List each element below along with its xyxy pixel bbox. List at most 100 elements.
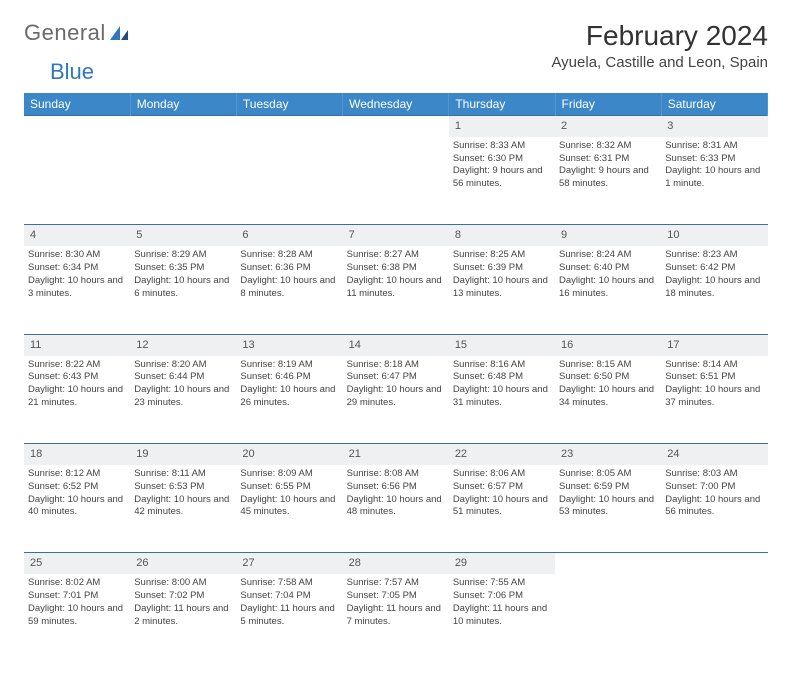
daylight-line: Daylight: 10 hours and 16 minutes.	[559, 275, 657, 301]
sunset-line: Sunset: 6:39 PM	[453, 262, 551, 275]
sunrise-line: Sunrise: 8:22 AM	[28, 359, 126, 372]
daylight-line: Daylight: 10 hours and 26 minutes.	[240, 384, 338, 410]
day-number-cell: 17	[661, 334, 767, 355]
detail-row: Sunrise: 8:12 AMSunset: 6:52 PMDaylight:…	[24, 465, 768, 553]
sunset-line: Sunset: 7:04 PM	[240, 590, 338, 603]
day-detail-cell: Sunrise: 7:58 AMSunset: 7:04 PMDaylight:…	[236, 574, 342, 662]
day-number-cell: 28	[343, 553, 449, 574]
sunset-line: Sunset: 6:40 PM	[559, 262, 657, 275]
day-detail-cell: Sunrise: 7:57 AMSunset: 7:05 PMDaylight:…	[343, 574, 449, 662]
daylight-line: Daylight: 10 hours and 21 minutes.	[28, 384, 126, 410]
day-number-cell	[555, 553, 661, 574]
daylight-line: Daylight: 11 hours and 7 minutes.	[347, 603, 445, 629]
day-number-cell: 11	[24, 334, 130, 355]
logo-text-blue: Blue	[50, 59, 94, 84]
sunrise-line: Sunrise: 8:23 AM	[665, 249, 763, 262]
sunset-line: Sunset: 6:57 PM	[453, 481, 551, 494]
calendar-body: 123 Sunrise: 8:33 AMSunset: 6:30 PMDayli…	[24, 116, 768, 663]
sail-icon	[108, 24, 130, 42]
calendar-table: SundayMondayTuesdayWednesdayThursdayFrid…	[24, 93, 768, 662]
day-detail-cell: Sunrise: 8:27 AMSunset: 6:38 PMDaylight:…	[343, 246, 449, 334]
daylight-line: Daylight: 10 hours and 51 minutes.	[453, 494, 551, 520]
day-detail-cell	[343, 137, 449, 225]
sunset-line: Sunset: 7:06 PM	[453, 590, 551, 603]
sunrise-line: Sunrise: 8:09 AM	[240, 468, 338, 481]
sunrise-line: Sunrise: 8:08 AM	[347, 468, 445, 481]
sunrise-line: Sunrise: 8:19 AM	[240, 359, 338, 372]
day-number-cell: 10	[661, 225, 767, 246]
daylight-line: Daylight: 10 hours and 31 minutes.	[453, 384, 551, 410]
daynum-row: 123	[24, 116, 768, 137]
day-detail-cell	[236, 137, 342, 225]
day-detail-cell: Sunrise: 8:31 AMSunset: 6:33 PMDaylight:…	[661, 137, 767, 225]
day-detail-cell	[130, 137, 236, 225]
day-detail-cell: Sunrise: 8:19 AMSunset: 6:46 PMDaylight:…	[236, 356, 342, 444]
day-number-cell	[130, 116, 236, 137]
day-detail-cell: Sunrise: 8:06 AMSunset: 6:57 PMDaylight:…	[449, 465, 555, 553]
day-number-cell	[343, 116, 449, 137]
day-detail-cell: Sunrise: 8:29 AMSunset: 6:35 PMDaylight:…	[130, 246, 236, 334]
day-number-cell: 25	[24, 553, 130, 574]
sunrise-line: Sunrise: 8:29 AM	[134, 249, 232, 262]
sunset-line: Sunset: 6:48 PM	[453, 371, 551, 384]
sunset-line: Sunset: 6:42 PM	[665, 262, 763, 275]
day-number-cell: 6	[236, 225, 342, 246]
day-header-monday: Monday	[130, 93, 236, 116]
sunrise-line: Sunrise: 8:00 AM	[134, 577, 232, 590]
day-detail-cell: Sunrise: 8:00 AMSunset: 7:02 PMDaylight:…	[130, 574, 236, 662]
daylight-line: Daylight: 10 hours and 42 minutes.	[134, 494, 232, 520]
sunrise-line: Sunrise: 8:20 AM	[134, 359, 232, 372]
daylight-line: Daylight: 10 hours and 59 minutes.	[28, 603, 126, 629]
day-detail-cell: Sunrise: 8:18 AMSunset: 6:47 PMDaylight:…	[343, 356, 449, 444]
daylight-line: Daylight: 10 hours and 40 minutes.	[28, 494, 126, 520]
sunset-line: Sunset: 6:47 PM	[347, 371, 445, 384]
location-text: Ayuela, Castille and Leon, Spain	[551, 54, 768, 71]
sunrise-line: Sunrise: 8:15 AM	[559, 359, 657, 372]
day-number-cell: 2	[555, 116, 661, 137]
detail-row: Sunrise: 8:22 AMSunset: 6:43 PMDaylight:…	[24, 356, 768, 444]
day-header-thursday: Thursday	[449, 93, 555, 116]
day-detail-cell: Sunrise: 8:12 AMSunset: 6:52 PMDaylight:…	[24, 465, 130, 553]
sunrise-line: Sunrise: 8:12 AM	[28, 468, 126, 481]
day-number-cell: 24	[661, 444, 767, 465]
day-detail-cell	[661, 574, 767, 662]
day-header-row: SundayMondayTuesdayWednesdayThursdayFrid…	[24, 93, 768, 116]
day-number-cell: 3	[661, 116, 767, 137]
day-detail-cell: Sunrise: 8:28 AMSunset: 6:36 PMDaylight:…	[236, 246, 342, 334]
sunrise-line: Sunrise: 7:55 AM	[453, 577, 551, 590]
sunrise-line: Sunrise: 8:02 AM	[28, 577, 126, 590]
sunset-line: Sunset: 6:31 PM	[559, 153, 657, 166]
day-number-cell: 18	[24, 444, 130, 465]
sunset-line: Sunset: 6:50 PM	[559, 371, 657, 384]
day-detail-cell: Sunrise: 7:55 AMSunset: 7:06 PMDaylight:…	[449, 574, 555, 662]
daylight-line: Daylight: 10 hours and 8 minutes.	[240, 275, 338, 301]
sunset-line: Sunset: 7:00 PM	[665, 481, 763, 494]
day-detail-cell: Sunrise: 8:32 AMSunset: 6:31 PMDaylight:…	[555, 137, 661, 225]
sunset-line: Sunset: 6:56 PM	[347, 481, 445, 494]
detail-row: Sunrise: 8:33 AMSunset: 6:30 PMDaylight:…	[24, 137, 768, 225]
daylight-line: Daylight: 11 hours and 5 minutes.	[240, 603, 338, 629]
daynum-row: 18192021222324	[24, 444, 768, 465]
sunrise-line: Sunrise: 8:28 AM	[240, 249, 338, 262]
sunrise-line: Sunrise: 7:57 AM	[347, 577, 445, 590]
day-header-friday: Friday	[555, 93, 661, 116]
day-detail-cell: Sunrise: 8:03 AMSunset: 7:00 PMDaylight:…	[661, 465, 767, 553]
day-number-cell: 26	[130, 553, 236, 574]
day-detail-cell: Sunrise: 8:14 AMSunset: 6:51 PMDaylight:…	[661, 356, 767, 444]
day-number-cell: 5	[130, 225, 236, 246]
day-number-cell: 15	[449, 334, 555, 355]
sunrise-line: Sunrise: 8:06 AM	[453, 468, 551, 481]
daylight-line: Daylight: 10 hours and 1 minute.	[665, 165, 763, 191]
day-number-cell: 4	[24, 225, 130, 246]
logo-text-general: General	[24, 20, 106, 46]
day-detail-cell: Sunrise: 8:30 AMSunset: 6:34 PMDaylight:…	[24, 246, 130, 334]
daylight-line: Daylight: 10 hours and 29 minutes.	[347, 384, 445, 410]
sunset-line: Sunset: 6:43 PM	[28, 371, 126, 384]
daylight-line: Daylight: 10 hours and 18 minutes.	[665, 275, 763, 301]
day-number-cell: 7	[343, 225, 449, 246]
day-number-cell: 12	[130, 334, 236, 355]
day-number-cell: 9	[555, 225, 661, 246]
calendar-page: General February 2024 Ayuela, Castille a…	[0, 0, 792, 682]
daylight-line: Daylight: 11 hours and 10 minutes.	[453, 603, 551, 629]
sunset-line: Sunset: 6:38 PM	[347, 262, 445, 275]
